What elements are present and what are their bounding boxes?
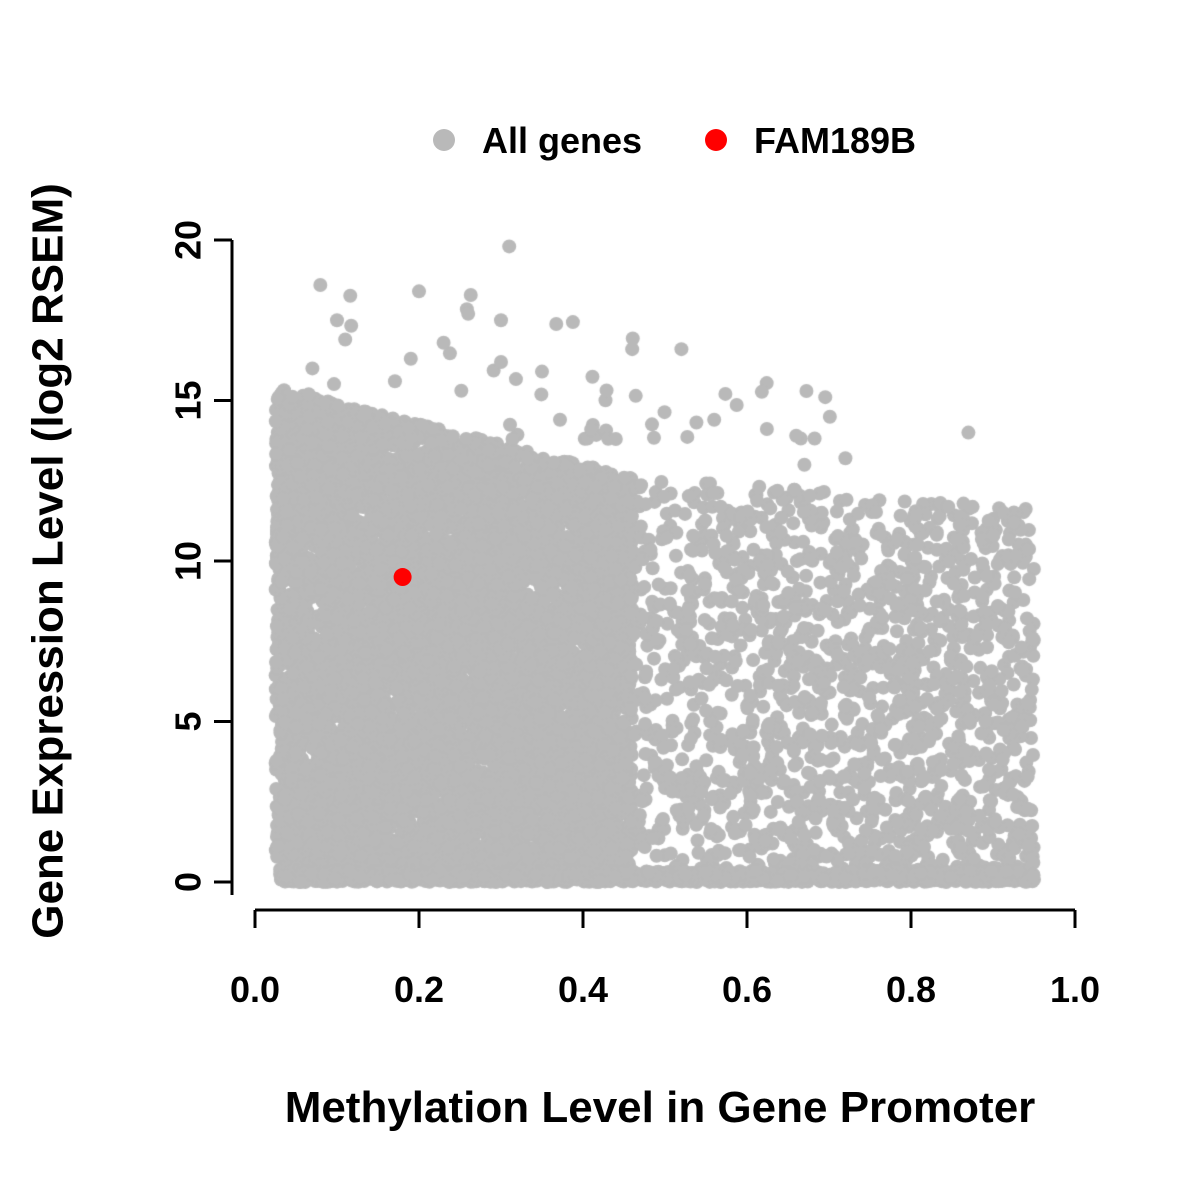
y-axis-title: Gene Expression Level (log2 RSEM) (24, 183, 73, 939)
y-axis: 0 5 10 15 20 Gene Expression Level (log2… (24, 183, 234, 939)
y-tick-label-5: 5 (168, 711, 209, 731)
legend-swatch-fam189b-icon (705, 129, 727, 151)
x-axis-title: Methylation Level in Gene Promoter (285, 1083, 1036, 1132)
x-tick-label-1.0: 1.0 (1050, 969, 1100, 1010)
y-tick-label-20: 20 (168, 220, 209, 260)
x-axis: 0.0 0.2 0.4 0.6 0.8 1.0 Methylation Leve… (230, 908, 1100, 1132)
y-tick-label-0: 0 (168, 872, 209, 892)
x-tick-label-0.2: 0.2 (394, 969, 444, 1010)
y-tick-label-15: 15 (168, 380, 209, 420)
y-tick-label-10: 10 (168, 541, 209, 581)
x-tick-label-0.4: 0.4 (558, 969, 608, 1010)
x-tick-label-0.0: 0.0 (230, 969, 280, 1010)
legend-label-fam189b: FAM189B (754, 120, 916, 161)
legend-swatch-all-genes-icon (433, 129, 455, 151)
fam189b-data-point (393, 568, 412, 587)
legend-label-all-genes: All genes (482, 120, 642, 161)
legend: All genes FAM189B (433, 120, 916, 161)
x-tick-label-0.8: 0.8 (886, 969, 936, 1010)
x-tick-label-0.6: 0.6 (722, 969, 772, 1010)
